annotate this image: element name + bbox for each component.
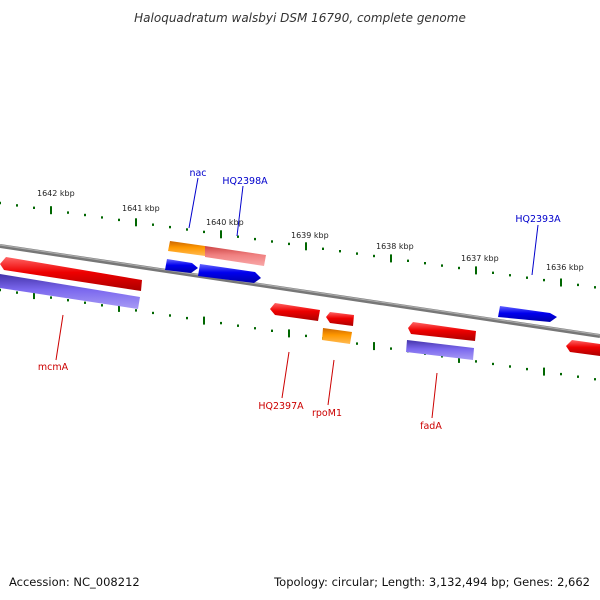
gene-fada-context-feature[interactable] <box>406 340 474 360</box>
gene-rpom1-feature[interactable] <box>322 328 352 344</box>
gene-rpom1-left-feature[interactable] <box>326 312 354 326</box>
map-title: Haloquadratum walsbyi DSM 16790, complet… <box>134 11 466 25</box>
ruler-label-1638: 1638 kbp <box>376 242 414 251</box>
gene-fada-feature[interactable] <box>408 322 476 341</box>
gene-forward-1-feature[interactable] <box>165 259 198 273</box>
ruler-label-1637: 1637 kbp <box>461 254 499 263</box>
footer-accession: Accession: NC_008212 <box>9 575 140 589</box>
gene-hq2397a-feature[interactable] <box>270 303 320 321</box>
gene-hq2393a-feature[interactable] <box>498 306 557 322</box>
gene-label-hq2397a[interactable]: HQ2397A <box>258 401 304 412</box>
leader-hq2393a <box>531 224 539 276</box>
gene-hq2398a-context-feature[interactable] <box>205 246 266 266</box>
ruler-label-1636: 1636 kbp <box>546 263 584 272</box>
footer-summary: Topology: circular; Length: 3,132,494 bp… <box>274 575 590 589</box>
ruler-label-1641: 1641 kbp <box>122 204 160 213</box>
leader-fada <box>431 372 438 419</box>
ruler-label-1642: 1642 kbp <box>37 189 75 198</box>
gene-edge-right-feature[interactable] <box>566 340 600 356</box>
leader-rpom1 <box>327 359 335 406</box>
leader-nac <box>188 177 199 229</box>
leader-mcma <box>55 314 64 361</box>
ruler-label-1639: 1639 kbp <box>291 231 329 240</box>
leader-hq2398a <box>236 185 244 237</box>
gene-label-hq2398a[interactable]: HQ2398A <box>222 176 268 187</box>
ruler-label-1640: 1640 kbp <box>206 218 244 227</box>
lower-tick-ruler <box>0 288 596 381</box>
leader-hq2397a <box>281 351 290 399</box>
gene-mcma-context-feature[interactable] <box>0 274 140 309</box>
gene-label-nac[interactable]: nac <box>189 168 206 179</box>
gene-nac-feature[interactable] <box>168 241 205 256</box>
gene-label-rpom1[interactable]: rpoM1 <box>312 408 342 419</box>
gene-label-mcma[interactable]: mcmA <box>38 362 69 373</box>
upper-tick-ruler <box>0 201 596 289</box>
gene-label-hq2393a[interactable]: HQ2393A <box>515 214 561 225</box>
gene-label-fada[interactable]: fadA <box>420 421 442 432</box>
gene-mcma-feature[interactable] <box>0 257 142 291</box>
genome-backbone <box>0 244 600 338</box>
genome-backbone-highlight <box>0 244 600 336</box>
gene-hq2398a-feature[interactable] <box>198 264 261 283</box>
